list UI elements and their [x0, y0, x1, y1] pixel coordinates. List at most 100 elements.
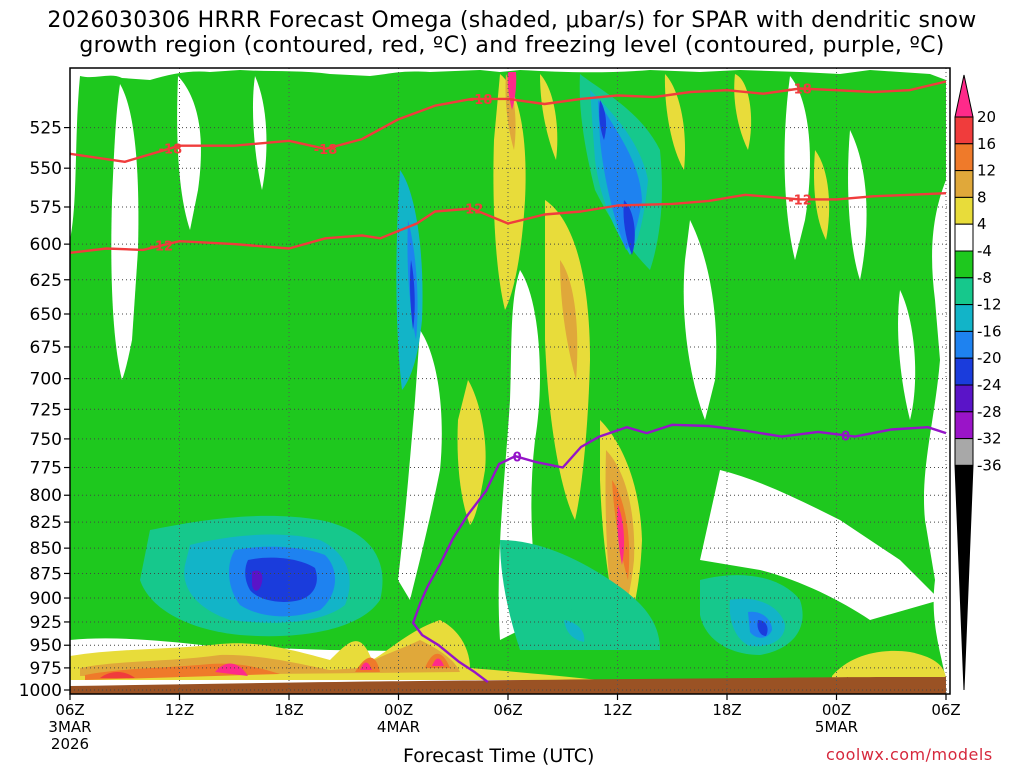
contour-value-label: -18: [159, 142, 183, 157]
terrain-ground: [70, 677, 946, 694]
omega-surface-band-plus20: [432, 658, 444, 666]
pressure-tick-label: 950: [30, 636, 62, 656]
pressure-tick-label: 900: [30, 589, 62, 609]
omega-band-plus8: [560, 260, 578, 380]
pressure-tick-label: 725: [30, 400, 62, 420]
contour-line: [411, 423, 947, 684]
omega-surface-band-plus20: [360, 662, 372, 670]
colorbar-label: 16: [977, 135, 996, 153]
omega-band-minus24: [623, 200, 635, 255]
time-tick-label: 12Z: [165, 701, 194, 719]
contour-line: [70, 192, 947, 254]
contour-value-label: -18: [314, 143, 338, 158]
pressure-tick-label: 600: [30, 235, 62, 255]
omega-gap: [177, 76, 201, 230]
colorbar-label: -12: [977, 296, 1002, 314]
colorbar-segment: [954, 411, 974, 440]
omega-band-minus24: [599, 100, 607, 140]
date-tick-label: 5MAR: [815, 718, 858, 736]
colorbar-segment: [954, 196, 974, 225]
contour-line: [70, 80, 947, 163]
pressure-tick-label: 850: [30, 539, 62, 559]
colorbar-segment: [954, 170, 974, 198]
colorbar-segment: [954, 277, 974, 306]
time-tick-label: 18Z: [274, 701, 303, 719]
temperature-contours: [70, 80, 947, 684]
colorbar-label: -4: [977, 242, 992, 260]
omega-surface-band-plus4: [832, 650, 946, 680]
omega-gap: [111, 84, 139, 380]
omega-band-minus24: [409, 260, 415, 330]
omega-band-plus20: [617, 505, 625, 565]
omega-band-minus12: [500, 540, 660, 650]
colorbar-label: -8: [977, 269, 992, 287]
colorbar-label: -20: [977, 349, 1002, 367]
colorbar-label: 12: [977, 162, 996, 180]
colorbar-label: -24: [977, 376, 1002, 394]
omega-band-plus4: [664, 74, 686, 170]
omega-band-minus24: [757, 620, 768, 636]
gridlines: [69, 68, 950, 694]
omega-band-minus12: [560, 606, 600, 650]
colorbar-label: 4: [977, 215, 987, 233]
omega-gap: [700, 470, 940, 620]
omega-surface-band-plus16: [100, 672, 135, 678]
contour-value-label: 0: [513, 451, 522, 466]
colorbar-segment: [954, 304, 974, 332]
pressure-tick-label: 575: [30, 198, 62, 218]
colorbar-label: 8: [977, 188, 987, 206]
contour-value-label: -18: [469, 93, 493, 108]
omega-surface-band-plus20: [215, 663, 248, 676]
time-tick-label: 06Z: [55, 701, 84, 719]
site-credit: coolwx.com/models: [826, 745, 993, 764]
pressure-tick-label: 775: [30, 459, 62, 479]
omega-colorbar: 20 16 12 8 4 -4 -8 -12 -16 -20 -24 -28 -32 -36: [954, 74, 1002, 691]
time-tick-label: 06Z: [931, 701, 960, 719]
time-tick-label: 18Z: [712, 701, 741, 719]
pressure-tick-label: 825: [30, 513, 62, 533]
colorbar-segment: [954, 223, 974, 252]
plot-frame: [69, 67, 951, 695]
colorbar-segment: [954, 384, 974, 413]
omega-shading: [70, 68, 950, 694]
pressure-tick-label: 700: [30, 370, 62, 390]
pressure-tick-label: 975: [30, 659, 62, 679]
colorbar-segment: [954, 357, 974, 386]
omega-band-minus16: [564, 620, 585, 642]
contour-value-label: -12: [460, 203, 484, 218]
contour-value-label: 0: [841, 429, 850, 444]
colorbar-label: -36: [977, 456, 1002, 474]
date-tick-label: 3MAR: [48, 718, 91, 736]
pressure-tick-label: 525: [30, 119, 62, 139]
year-tick-label: 2026: [51, 735, 89, 753]
chart-title-line2: growth region (contoured, red, ºC) and f…: [79, 33, 945, 58]
contour-labels: -18 -18 -18 -18 -12 -12 -12 0 0: [150, 82, 851, 466]
omega-gap: [398, 330, 442, 600]
omega-band-plus4: [493, 74, 526, 310]
colorbar-segment: [954, 250, 974, 279]
omega-gap: [683, 220, 717, 420]
omega-band-minus28: [252, 570, 263, 591]
omega-band-plus4: [457, 380, 486, 525]
pressure-tick-label: 675: [30, 338, 62, 358]
pressure-tick-label: 800: [30, 486, 62, 506]
pressure-tick-label: 875: [30, 564, 62, 584]
date-tick-label: 4MAR: [377, 718, 420, 736]
colorbar-segment: [954, 143, 974, 172]
colorbar-top-arrow: [954, 74, 974, 118]
contour-value-label: -18: [788, 82, 812, 97]
omega-gap: [848, 130, 867, 280]
pressure-tick-label: 750: [30, 430, 62, 450]
x-axis-title: Forecast Time (UTC): [403, 745, 595, 767]
pressure-tick-label: 925: [30, 613, 62, 633]
time-tick-label: 06Z: [493, 701, 522, 719]
omega-band-minus24: [245, 557, 317, 602]
colorbar-label: -16: [977, 322, 1002, 340]
omega-gap: [898, 290, 916, 420]
omega-band-plus4: [814, 150, 830, 240]
colorbar-segment: [954, 116, 974, 145]
pressure-tick-label: 650: [30, 305, 62, 325]
chart-title-line1: 2026030306 HRRR Forecast Omega (shaded, …: [47, 8, 977, 33]
